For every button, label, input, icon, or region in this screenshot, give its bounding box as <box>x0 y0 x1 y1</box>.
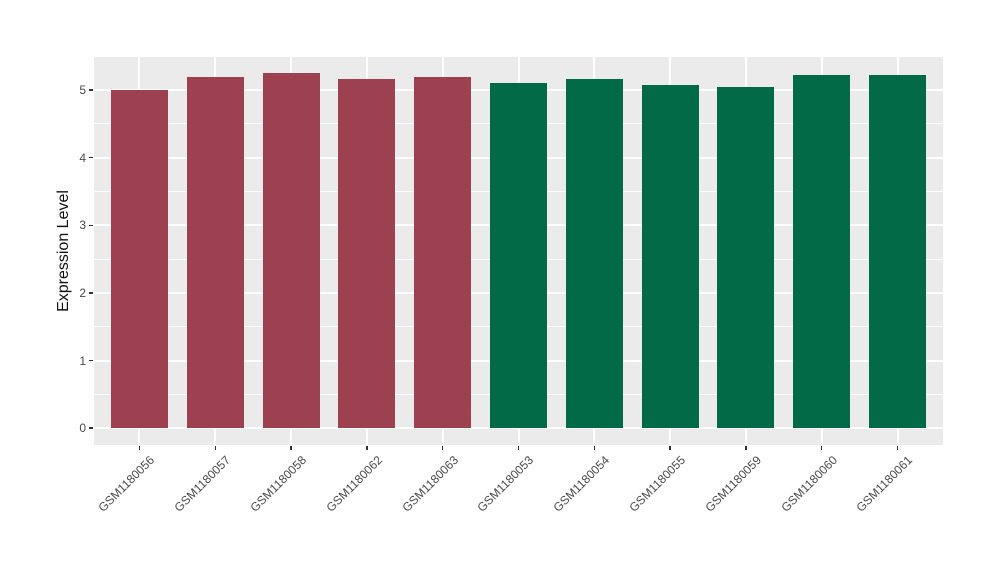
y-tick-mark <box>89 427 93 429</box>
bar-GSM1180058 <box>262 73 320 429</box>
x-tick-mark <box>441 446 444 450</box>
bar-GSM1180059 <box>717 87 775 429</box>
bar-GSM1180061 <box>869 75 927 429</box>
x-tick-mark <box>593 446 596 450</box>
y-tick-mark <box>89 89 93 91</box>
bar-GSM1180060 <box>793 75 851 429</box>
y-tick-label: 3 <box>79 218 86 233</box>
x-tick-mark <box>138 446 141 450</box>
bar-GSM1180062 <box>338 79 396 429</box>
y-tick-label: 1 <box>79 353 86 368</box>
bar-GSM1180053 <box>490 82 547 429</box>
y-tick-mark <box>89 224 93 227</box>
y-tick-label: 5 <box>79 83 86 98</box>
x-tick-label: GSM1180056 <box>95 453 158 515</box>
plot-panel <box>94 57 943 445</box>
x-tick-label: GSM1180061 <box>853 453 916 515</box>
y-tick-label: 2 <box>79 285 86 300</box>
x-tick-mark <box>366 446 368 450</box>
x-tick-mark <box>745 446 747 450</box>
x-tick-label: GSM1180055 <box>626 453 689 515</box>
y-tick-mark <box>89 359 93 362</box>
bar-GSM1180063 <box>414 77 472 429</box>
y-tick-label: 4 <box>79 150 86 165</box>
bar-GSM1180054 <box>565 78 623 429</box>
x-tick-label: GSM1180054 <box>550 453 613 515</box>
x-tick-mark <box>290 446 292 450</box>
y-tick-mark <box>89 292 93 294</box>
x-tick-label: GSM1180063 <box>398 453 461 515</box>
x-tick-label: GSM1180053 <box>474 453 537 515</box>
x-tick-label: GSM1180062 <box>323 453 385 515</box>
x-tick-mark <box>669 446 671 450</box>
x-tick-mark <box>820 446 823 450</box>
x-tick-label: GSM1180060 <box>777 453 840 515</box>
y-tick-mark <box>89 156 93 159</box>
bar-GSM1180057 <box>186 77 244 429</box>
x-tick-label: GSM1180059 <box>702 453 764 515</box>
x-tick-mark <box>214 446 217 450</box>
x-tick-mark <box>517 446 520 450</box>
y-tick-label: 0 <box>79 421 86 436</box>
bar-GSM1180056 <box>110 90 168 429</box>
x-tick-mark <box>896 446 899 450</box>
bar-GSM1180055 <box>641 84 699 429</box>
x-tick-label: GSM1180058 <box>247 453 309 515</box>
x-tick-label: GSM1180057 <box>171 453 234 515</box>
